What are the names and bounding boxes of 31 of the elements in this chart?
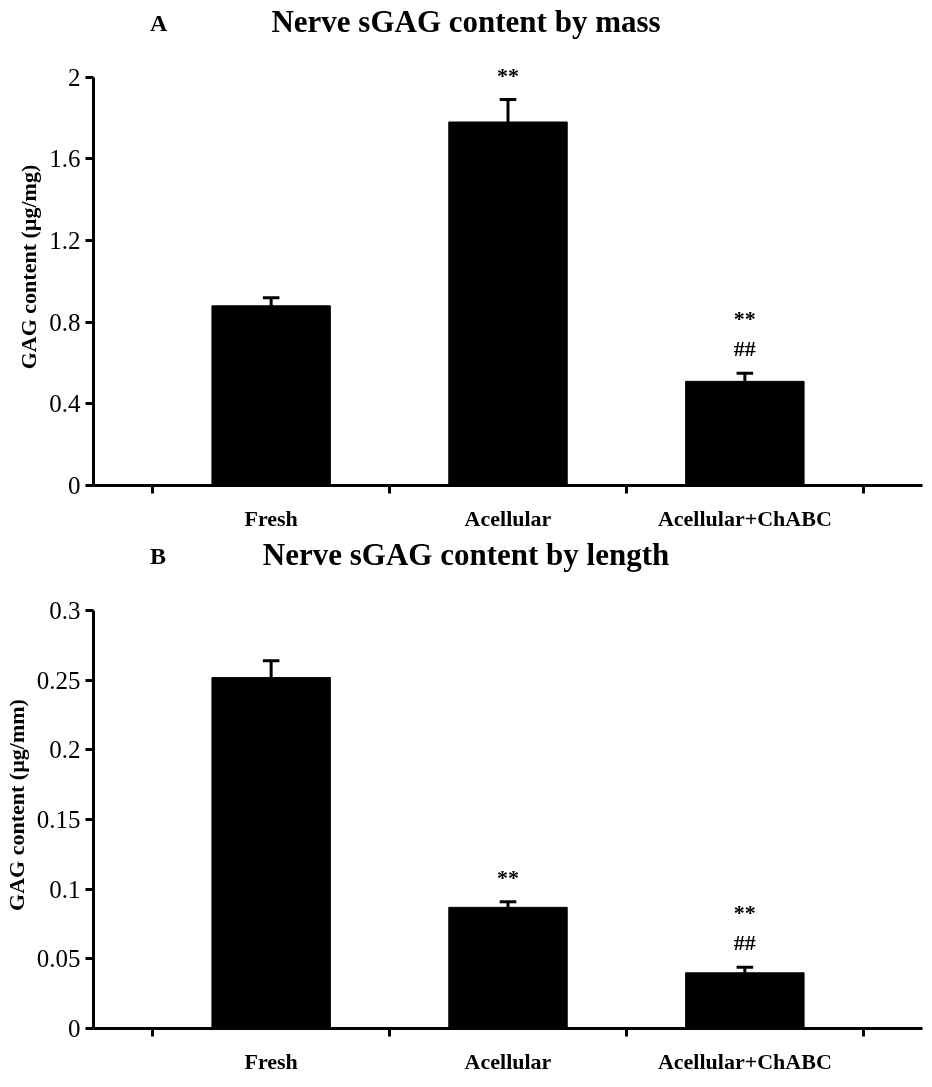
y-axis-title: GAG content (µg/mg) [16, 164, 42, 370]
annotation: ** [497, 62, 519, 88]
annotation: ** [733, 900, 756, 926]
y-tick-label: 2 [68, 63, 81, 91]
y-tick-label: 0 [68, 1015, 81, 1042]
chart-title: Nerve sGAG content by length [262, 537, 670, 572]
y-tick-label: 0 [68, 472, 81, 499]
annotation: ## [733, 336, 756, 362]
annotation: ** [733, 306, 756, 332]
y-tick-label: 0.15 [36, 806, 81, 834]
text: A [150, 9, 168, 38]
text: B [150, 542, 167, 571]
x-tick-label: Fresh [244, 1048, 298, 1074]
annotation: ** [497, 864, 519, 890]
x-tick-label: Acellular+ChABC [657, 1048, 832, 1074]
y-tick-label: 1.2 [49, 226, 81, 254]
y-tick-label: 1.6 [49, 145, 81, 173]
y-axis-title: GAG content (µg/mm) [3, 699, 29, 911]
y-tick-label: 0.4 [49, 390, 81, 418]
x-tick-label: Acellular [464, 505, 552, 531]
x-tick-label: Acellular [464, 1048, 552, 1074]
y-tick-label: 0.2 [49, 736, 81, 764]
y-tick-label: 0.3 [49, 597, 81, 625]
x-tick-label: Fresh [244, 505, 298, 531]
chart-title: Nerve sGAG content by mass [271, 4, 661, 39]
y-tick-label: 0.25 [36, 666, 81, 694]
y-tick-label: 0.05 [36, 945, 81, 973]
x-tick-label: Acellular+ChABC [657, 505, 832, 531]
y-tick-label: 0.8 [49, 308, 81, 336]
annotation: ## [733, 930, 756, 956]
y-tick-label: 0.1 [49, 875, 81, 903]
